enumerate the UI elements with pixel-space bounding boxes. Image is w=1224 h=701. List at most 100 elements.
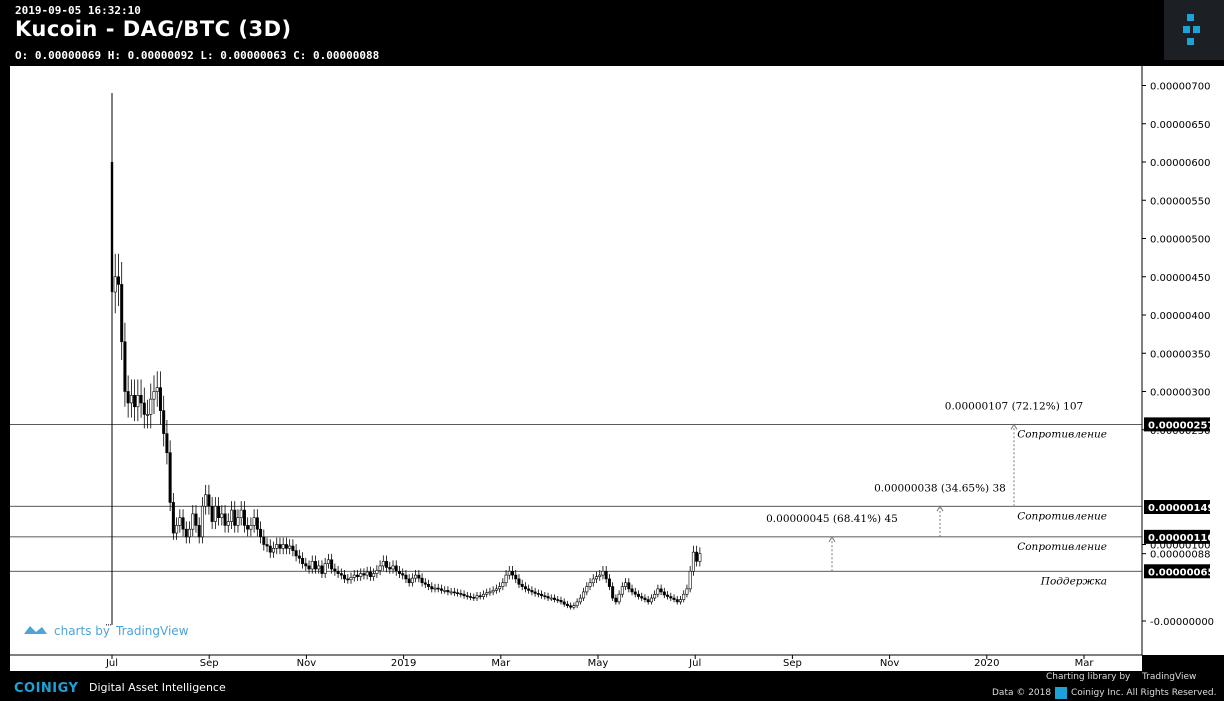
x-tick-label: 2020 [974, 658, 999, 669]
candle-body [271, 548, 275, 553]
x-tick-label: Nov [880, 658, 900, 669]
tradingview-link[interactable]: TradingView [1142, 672, 1197, 682]
candle-body [410, 577, 414, 584]
coinigy-logo[interactable] [1164, 0, 1224, 60]
candle-body [543, 595, 547, 598]
candle-body [485, 592, 489, 595]
price-label-text: 0.00000110 [1148, 533, 1214, 544]
candle-body [611, 586, 615, 599]
candle-body [262, 536, 266, 545]
candle-body [126, 391, 130, 404]
candle-body [627, 582, 631, 590]
price-axis[interactable] [1142, 66, 1224, 655]
candle-body [204, 494, 208, 507]
candle-body [601, 570, 605, 576]
candle-body [355, 574, 359, 577]
candle-body [420, 577, 424, 584]
candle-body [294, 550, 298, 557]
level-label: Сопротивление [1017, 428, 1107, 440]
measure-label: 0.00000107 (72.12%) 107 [945, 400, 1083, 412]
candle-body [281, 544, 285, 549]
candle-body [113, 276, 117, 293]
y-tick-label: 0.00000350 [1150, 349, 1210, 360]
candle-body [116, 276, 120, 285]
candle-body [343, 574, 347, 580]
candle-body [197, 525, 201, 538]
price-label: 0.00000257 [1144, 417, 1214, 432]
candle-body [142, 402, 146, 415]
price-label-text: 0.00000257 [1148, 420, 1214, 431]
candle-body [549, 597, 553, 600]
candle-body [443, 590, 447, 592]
candle-body [265, 544, 269, 547]
candle-body [588, 582, 592, 587]
candle-body [146, 414, 150, 416]
y-tick-label: 0.00000400 [1150, 311, 1210, 322]
candle-body [213, 505, 217, 522]
candle-body [436, 587, 440, 590]
chart-header: 2019-09-05 16:32:10 Kucoin - DAG/BTC (3D… [0, 0, 1224, 66]
candle-body [481, 593, 485, 597]
candle-body [678, 599, 682, 603]
candle-body [129, 395, 133, 404]
candle-body [268, 545, 272, 553]
candle-body [385, 561, 389, 568]
candle-body [491, 590, 495, 593]
candle-body [388, 567, 392, 570]
candle-body [578, 597, 582, 603]
x-tick-label: Nov [297, 658, 317, 669]
candle-body [504, 574, 508, 584]
candle-body [472, 596, 476, 599]
candle-body [475, 595, 479, 599]
candle-body [662, 591, 666, 596]
candle-body [381, 561, 385, 567]
candle-body [139, 395, 143, 404]
candle-body [407, 578, 411, 584]
price-label: 0.00000065 [1144, 564, 1214, 579]
candle-body [230, 509, 234, 522]
data-copyright: Data © 2018 [992, 688, 1052, 698]
candle-body [133, 395, 137, 408]
candle-body [323, 563, 327, 574]
y-tick-label: 0.00000300 [1150, 388, 1210, 399]
candle-body [110, 162, 114, 293]
y-tick-label: 0.00000500 [1150, 235, 1210, 246]
candle-body [233, 509, 237, 526]
candle-body [533, 591, 537, 594]
plot-area[interactable] [10, 66, 1142, 655]
level-label: Сопротивление [1017, 510, 1107, 522]
candle-body [582, 591, 586, 599]
measure-arrow-icon [1010, 423, 1018, 430]
y-tick-label: 0.00000550 [1150, 196, 1210, 207]
candle-body [223, 513, 227, 526]
price-label: 0.00000110 [1144, 529, 1214, 544]
measure-label: 0.00000038 (34.65%) 38 [874, 482, 1006, 494]
candle-body [656, 588, 660, 595]
candle-body [666, 594, 670, 597]
candle-body [446, 590, 450, 593]
coinigy-brand[interactable]: COINIGY [14, 681, 79, 696]
candle-body [520, 583, 524, 587]
candle-body [236, 517, 240, 526]
candle-body [330, 559, 334, 570]
price-label-box [1144, 564, 1210, 579]
price-label-text: 0.00000149 [1148, 503, 1214, 514]
x-tick-label: May [588, 658, 609, 669]
candle-body [284, 544, 288, 549]
candle-body [572, 605, 576, 608]
candle-body [239, 509, 243, 519]
y-tick-label: 0.00000088 [1150, 550, 1210, 561]
candle-body [585, 586, 589, 593]
candle-body [417, 574, 421, 579]
candle-body [313, 561, 317, 570]
candle-body [604, 570, 608, 580]
candle-body [336, 570, 340, 574]
candle-body [478, 595, 482, 598]
tradingview-watermark: charts by TradingView [24, 624, 189, 638]
time-axis[interactable] [10, 655, 1142, 671]
candle-body [291, 545, 295, 551]
candle-body [349, 577, 353, 580]
y-tick-label: 0.00000450 [1150, 273, 1210, 284]
price-chart[interactable]: Сопротивление Сопротивление Сопротивление П… [0, 0, 1224, 671]
candle-body [427, 583, 431, 587]
